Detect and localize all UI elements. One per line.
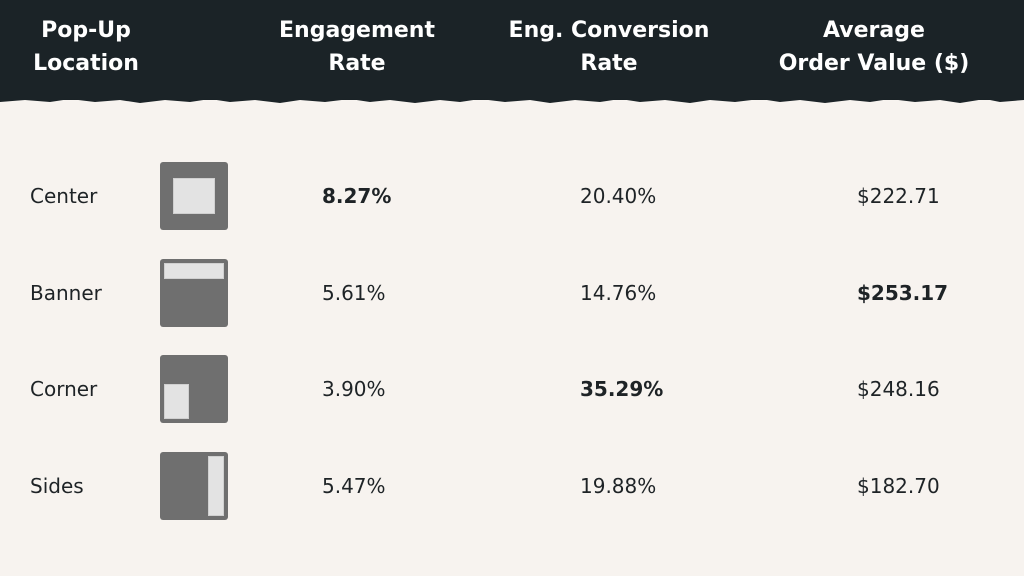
conversion-rate-value: 20.40%: [580, 184, 657, 208]
location-label: Center: [30, 184, 98, 208]
engagement-rate-value: 5.47%: [322, 474, 386, 498]
location-label: Banner: [30, 281, 102, 305]
header-pop-up-location: Pop-Up Location: [33, 18, 139, 76]
location-label: Sides: [30, 474, 84, 498]
table-row: Center 8.27% 20.40% $222.71: [0, 161, 1024, 231]
table-header: Pop-Up Location Engagement Rate Eng. Con…: [0, 0, 1024, 100]
sides-popup-icon: [160, 452, 228, 520]
table-row: Sides 5.47% 19.88% $182.70: [0, 451, 1024, 521]
engagement-rate-value: 3.90%: [322, 377, 386, 401]
header-eng-conversion-rate: Eng. Conversion Rate: [508, 18, 710, 76]
location-label: Corner: [30, 377, 98, 401]
engagement-rate-value: 8.27%: [322, 184, 392, 208]
center-popup-icon: [160, 162, 228, 230]
table-row: Banner 5.61% 14.76% $253.17: [0, 258, 1024, 328]
engagement-rate-value: 5.61%: [322, 281, 386, 305]
banner-popup-icon: [160, 259, 228, 327]
conversion-rate-value: 35.29%: [580, 377, 664, 401]
average-order-value: $248.16: [857, 377, 940, 401]
conversion-rate-value: 14.76%: [580, 281, 657, 305]
header-engagement-rate: Engagement Rate: [279, 18, 435, 76]
torn-edge: [0, 96, 1024, 103]
header-average-order-value: Average Order Value ($): [778, 18, 970, 76]
average-order-value: $222.71: [857, 184, 940, 208]
average-order-value: $182.70: [857, 474, 940, 498]
table-row: Corner 3.90% 35.29% $248.16: [0, 354, 1024, 424]
average-order-value: $253.17: [857, 281, 949, 305]
conversion-rate-value: 19.88%: [580, 474, 657, 498]
corner-popup-icon: [160, 355, 228, 423]
